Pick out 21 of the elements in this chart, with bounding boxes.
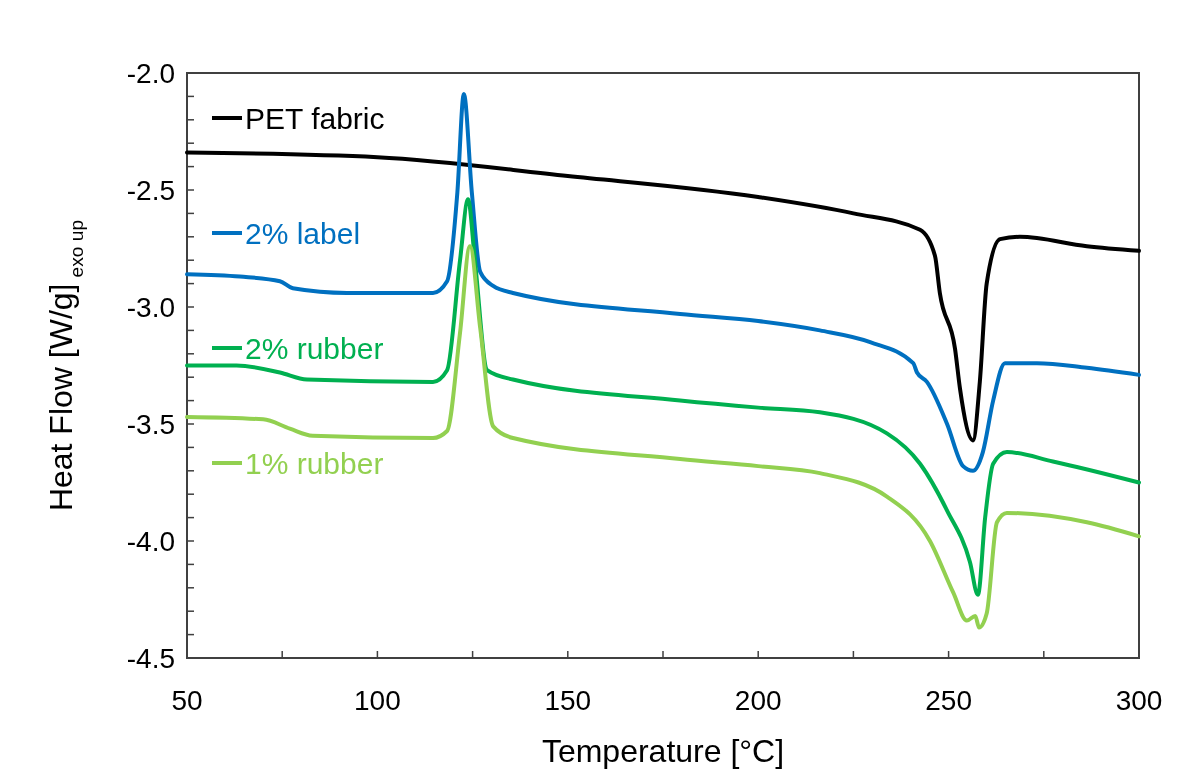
- y-tick-label: -2.5: [126, 174, 175, 206]
- x-tick-label: 50: [171, 685, 203, 716]
- y-tick-label: -4.5: [126, 642, 175, 674]
- legend-label: PET fabric: [245, 101, 385, 135]
- x-tick-label: 250: [925, 685, 972, 716]
- x-axis-title: Temperature [°C]: [541, 733, 785, 769]
- y-tick-label: -2.0: [126, 57, 175, 89]
- line-series: [185, 244, 1141, 630]
- x-tick-label: 100: [354, 685, 401, 716]
- legend-label: 2% rubber: [245, 331, 384, 365]
- legend-label: 2% label: [245, 216, 361, 250]
- line-series: [185, 197, 1141, 597]
- y-tick-label: -4.0: [126, 525, 175, 557]
- x-tick-label: 150: [544, 685, 592, 716]
- line-series: [185, 150, 1141, 443]
- x-tick-label: 200: [734, 685, 782, 716]
- y-tick-label: -3.0: [126, 291, 175, 323]
- line-series: [185, 92, 1141, 473]
- y-tick-label: -3.5: [126, 408, 175, 440]
- legend-label: 1% rubber: [245, 446, 384, 480]
- x-tick-label: 300: [1115, 685, 1163, 716]
